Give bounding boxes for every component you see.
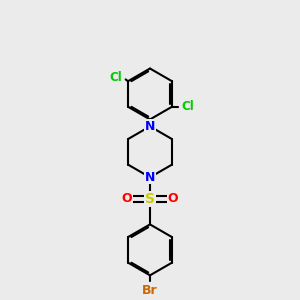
Text: S: S bbox=[145, 192, 155, 206]
Text: N: N bbox=[145, 171, 155, 184]
Text: Cl: Cl bbox=[109, 71, 122, 84]
Text: O: O bbox=[122, 192, 132, 206]
Text: O: O bbox=[168, 192, 178, 206]
Text: Cl: Cl bbox=[181, 100, 194, 113]
Text: Br: Br bbox=[142, 284, 158, 297]
Text: N: N bbox=[145, 120, 155, 133]
